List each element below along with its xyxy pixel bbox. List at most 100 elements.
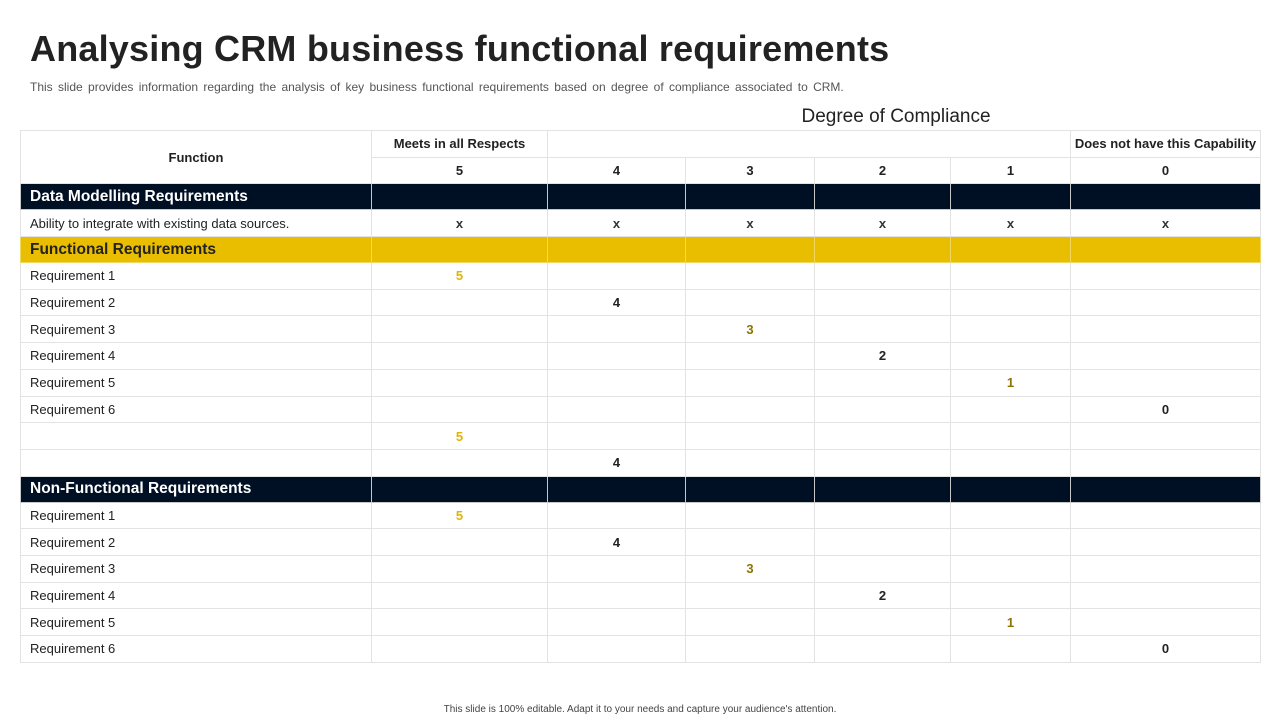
row-label: Requirement 4 xyxy=(20,581,372,610)
page-subtitle: This slide provides information regardin… xyxy=(30,80,844,94)
empty-cell xyxy=(1070,554,1261,583)
table-row: Requirement 5 1 xyxy=(20,368,1261,397)
empty-cell xyxy=(371,368,548,397)
score-0-header: 0 xyxy=(1070,156,1261,185)
score-value: 4 xyxy=(547,528,686,556)
empty-cell xyxy=(371,342,548,370)
score-value: 5 xyxy=(371,262,548,290)
empty-cell xyxy=(950,315,1071,344)
row-label: Requirement 1 xyxy=(20,262,372,290)
section-non-functional: Non-Functional Requirements xyxy=(20,475,1261,503)
table-row: Requirement 3 3 xyxy=(20,315,1261,344)
empty-cell xyxy=(685,395,815,424)
empty-cell xyxy=(685,288,815,317)
empty-cell xyxy=(371,448,548,477)
header-row: Function Meets in all Respects Does not … xyxy=(20,129,1261,185)
empty-cell xyxy=(685,342,815,370)
table-row: Ability to integrate with existing data … xyxy=(20,209,1261,238)
table-row: Requirement 5 1 xyxy=(20,608,1261,636)
score-value: 2 xyxy=(814,581,951,610)
score-value: 2 xyxy=(814,342,951,370)
score-value: 0 xyxy=(1070,395,1261,424)
empty-cell xyxy=(1070,422,1261,450)
score-value: 0 xyxy=(1070,635,1261,663)
row-label: Requirement 1 xyxy=(20,501,372,530)
empty-cell xyxy=(685,528,815,556)
score-value: 4 xyxy=(547,448,686,477)
row-label xyxy=(20,448,372,477)
score-value: 5 xyxy=(371,422,548,450)
x-mark: x xyxy=(547,209,686,238)
meets-header: Meets in all Respects xyxy=(371,130,548,158)
row-label: Requirement 4 xyxy=(20,342,372,370)
empty-cell xyxy=(685,368,815,397)
functional-rows: Requirement 1 5 Requirement 2 4 Requirement … xyxy=(20,262,1261,477)
score-value: 1 xyxy=(950,368,1071,397)
score-value: 3 xyxy=(685,554,815,583)
empty-cell xyxy=(547,581,686,610)
row-label: Requirement 2 xyxy=(20,288,372,317)
empty-cell xyxy=(547,368,686,397)
empty-cell xyxy=(547,554,686,583)
empty-cell xyxy=(950,395,1071,424)
empty-cell xyxy=(814,368,951,397)
empty-cell xyxy=(1070,262,1261,290)
empty-cell xyxy=(950,422,1071,450)
empty-cell xyxy=(371,395,548,424)
empty-cell xyxy=(1070,368,1261,397)
row-label: Requirement 5 xyxy=(20,608,372,636)
empty-cell xyxy=(814,608,951,636)
empty-cell xyxy=(547,608,686,636)
empty-cell xyxy=(1070,528,1261,556)
section-data-modelling: Data Modelling Requirements xyxy=(20,183,1261,211)
empty-cell xyxy=(814,422,951,450)
table-row: Requirement 4 2 xyxy=(20,581,1261,610)
empty-cell xyxy=(950,635,1071,663)
score-value: 4 xyxy=(547,288,686,317)
table-row: 4 xyxy=(20,448,1261,477)
x-mark: x xyxy=(1070,209,1261,238)
non-functional-rows: Requirement 1 5 Requirement 2 4 Requirement … xyxy=(20,501,1261,663)
score-1-header: 1 xyxy=(950,156,1071,185)
empty-cell xyxy=(1070,608,1261,636)
empty-cell xyxy=(685,581,815,610)
empty-cell xyxy=(371,581,548,610)
score-value: 5 xyxy=(371,501,548,530)
row-label: Requirement 6 xyxy=(20,635,372,663)
table-row: Requirement 4 2 xyxy=(20,342,1261,370)
compliance-table: Function Meets in all Respects Does not … xyxy=(20,129,1261,663)
row-label: Requirement 3 xyxy=(20,315,372,344)
section-label: Data Modelling Requirements xyxy=(20,183,372,211)
empty-cell xyxy=(547,635,686,663)
table-row: Requirement 3 3 xyxy=(20,554,1261,583)
footer-note: This slide is 100% editable. Adapt it to… xyxy=(443,704,837,715)
empty-cell xyxy=(685,262,815,290)
empty-cell xyxy=(371,315,548,344)
header-spacer xyxy=(547,130,1071,158)
row-label: Requirement 2 xyxy=(20,528,372,556)
score-value: 3 xyxy=(685,315,815,344)
empty-cell xyxy=(547,501,686,530)
table-row: Requirement 6 0 xyxy=(20,635,1261,663)
empty-cell xyxy=(950,342,1071,370)
does-not-header: Does not have this Capability xyxy=(1070,130,1261,158)
empty-cell xyxy=(371,554,548,583)
empty-cell xyxy=(547,342,686,370)
empty-cell xyxy=(950,528,1071,556)
row-label: Ability to integrate with existing data … xyxy=(20,209,372,238)
score-4-header: 4 xyxy=(547,156,686,185)
empty-cell xyxy=(685,448,815,477)
empty-cell xyxy=(814,288,951,317)
table-row: Requirement 2 4 xyxy=(20,288,1261,317)
empty-cell xyxy=(950,554,1071,583)
section-label: Functional Requirements xyxy=(20,236,372,264)
table-row: Requirement 2 4 xyxy=(20,528,1261,556)
empty-cell xyxy=(814,395,951,424)
section-functional: Functional Requirements xyxy=(20,236,1261,264)
row-label xyxy=(20,422,372,450)
x-mark: x xyxy=(950,209,1071,238)
table-row: Requirement 6 0 xyxy=(20,395,1261,424)
table-row: 5 xyxy=(20,422,1261,450)
empty-cell xyxy=(1070,581,1261,610)
